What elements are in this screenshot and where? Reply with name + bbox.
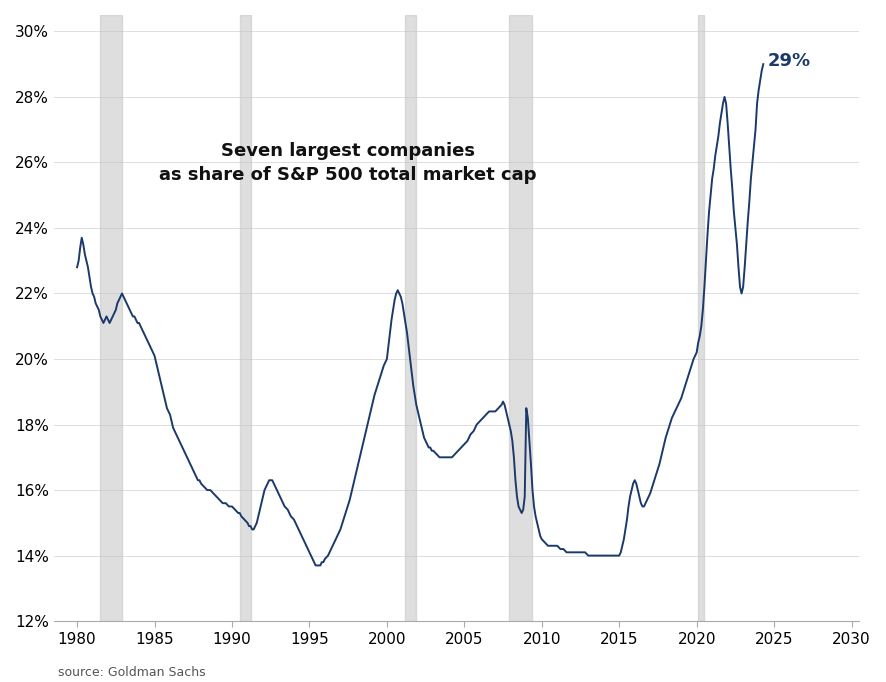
Bar <box>100 15 122 621</box>
Bar <box>697 15 703 621</box>
Text: source: Goldman Sachs: source: Goldman Sachs <box>58 666 205 679</box>
Text: Seven largest companies
as share of S&P 500 total market cap: Seven largest companies as share of S&P … <box>159 143 536 184</box>
Bar <box>239 15 250 621</box>
Text: 29%: 29% <box>767 52 810 70</box>
Bar <box>509 15 532 621</box>
Bar <box>405 15 416 621</box>
